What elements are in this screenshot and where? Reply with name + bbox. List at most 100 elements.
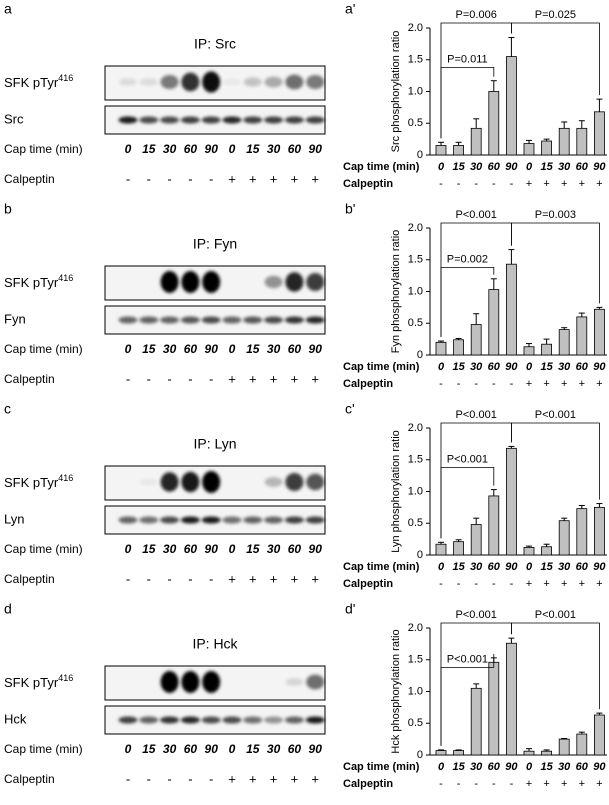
x-tick-label: 15 <box>452 761 465 773</box>
band <box>264 116 284 124</box>
band <box>201 516 221 524</box>
band <box>305 316 325 324</box>
p-value: P=0.003 <box>535 209 576 221</box>
row-label-text: SFK pTyr <box>4 675 59 690</box>
x-tick-label: 90 <box>505 561 518 573</box>
x-tick-label: 15 <box>540 161 553 173</box>
y-tick-label: 2.0 <box>408 422 423 434</box>
band <box>201 316 221 324</box>
band <box>139 78 158 86</box>
calpeptin-sign: - <box>126 571 130 586</box>
band <box>284 116 304 124</box>
panel-label: b <box>4 201 12 217</box>
calpeptin-sign: + <box>249 571 257 586</box>
lane-label: 30 <box>163 742 177 756</box>
calpeptin-sign: + <box>526 378 532 390</box>
bar <box>558 738 570 756</box>
calpeptin-sign: - <box>439 578 443 590</box>
band <box>160 316 180 324</box>
lane-label: 30 <box>163 142 177 156</box>
y-tick-label: 0.5 <box>408 717 423 729</box>
bracket <box>511 222 600 304</box>
calpeptin-sign: - <box>167 171 171 186</box>
band <box>118 716 138 724</box>
band <box>243 516 263 524</box>
band <box>160 716 180 724</box>
band <box>139 716 159 724</box>
band <box>201 116 221 124</box>
lane-label: 60 <box>184 742 198 756</box>
x-tick-label: 0 <box>438 761 445 773</box>
calpeptin-sign: + <box>291 771 299 786</box>
bar <box>435 341 447 356</box>
bracket <box>511 422 600 500</box>
calpeptin-sign: - <box>188 571 192 586</box>
band <box>306 674 325 690</box>
band <box>264 477 283 487</box>
band <box>243 316 263 324</box>
p-value: P=0.002 <box>447 253 488 265</box>
x-tick-label: 30 <box>558 361 571 373</box>
x-axis-label: Cap time (min) <box>343 361 420 373</box>
band <box>264 716 284 724</box>
band <box>285 74 304 90</box>
bar <box>470 524 482 556</box>
x-tick-label: 0 <box>526 161 533 173</box>
y-tick-label: 1.0 <box>408 85 423 97</box>
calpeptin-label: Calpeptin <box>4 772 55 786</box>
band <box>222 316 242 324</box>
calpeptin-label: Calpeptin <box>343 178 393 190</box>
row-label: SFK pTyr416 <box>4 673 73 690</box>
calpeptin-sign: + <box>543 378 549 390</box>
calpeptin-sign: + <box>291 571 299 586</box>
lane-label: 0 <box>229 342 236 356</box>
p-value: P<0.001 <box>535 409 576 421</box>
band <box>118 516 138 524</box>
calpeptin-sign: + <box>228 171 236 186</box>
lane-label: 90 <box>309 542 323 556</box>
band <box>160 671 179 693</box>
band <box>118 316 138 324</box>
calpeptin-sign: - <box>439 178 443 190</box>
x-tick-label: 0 <box>438 361 445 373</box>
calpeptin-label: Calpeptin <box>343 378 393 390</box>
lane-label: 15 <box>246 542 260 556</box>
ip-title: IP: Src <box>194 36 236 52</box>
x-tick-label: 15 <box>452 561 465 573</box>
x-tick-label: 15 <box>540 361 553 373</box>
panel-label: c <box>4 401 11 417</box>
calpeptin-sign: - <box>457 378 461 390</box>
y-axis-label: Hck phosphorylation ratio <box>390 629 402 753</box>
p-value: P<0.001 <box>456 409 497 421</box>
calpeptin-sign: - <box>126 171 130 186</box>
bar <box>558 329 570 356</box>
bar <box>558 520 570 556</box>
row-label-sup: 416 <box>58 473 73 483</box>
x-tick-label: 60 <box>576 161 589 173</box>
cap-label: Cap time (min) <box>4 342 83 356</box>
band <box>139 516 159 524</box>
calpeptin-sign: - <box>457 578 461 590</box>
bar <box>488 661 500 756</box>
p-value: P=0.011 <box>447 53 487 65</box>
calpeptin-sign: + <box>526 178 532 190</box>
band <box>160 75 179 89</box>
band <box>284 716 304 724</box>
calpeptin-sign: + <box>596 578 602 590</box>
calpeptin-sign: - <box>439 378 443 390</box>
band <box>201 716 221 724</box>
calpeptin-sign: + <box>561 378 567 390</box>
calpeptin-sign: + <box>579 378 585 390</box>
x-tick-label: 0 <box>526 761 533 773</box>
band <box>160 472 179 492</box>
y-tick-label: 2.0 <box>408 222 423 234</box>
calpeptin-sign: - <box>439 778 443 790</box>
band <box>180 116 200 124</box>
row-label: Fyn <box>4 311 26 326</box>
row-label-text: SFK pTyr <box>4 75 59 90</box>
band <box>305 116 325 124</box>
calpeptin-sign: - <box>474 378 478 390</box>
p-value: P<0.001 <box>447 653 488 665</box>
band <box>243 116 263 124</box>
x-tick-label: 60 <box>488 161 501 173</box>
